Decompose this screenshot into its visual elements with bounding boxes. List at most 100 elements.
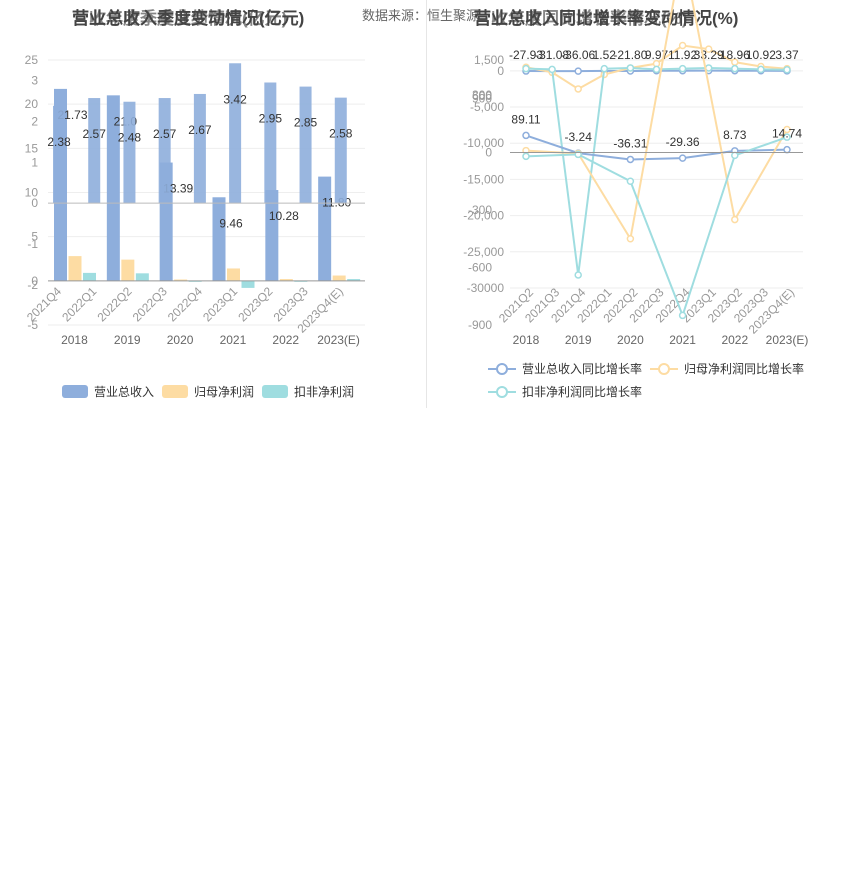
point-annual <box>731 151 739 160</box>
bar-quarter-revenue <box>299 86 312 204</box>
x-tick-label: 2018 <box>61 333 88 347</box>
legend-item-nonrecurring[interactable]: 扣非净利润 <box>262 383 354 400</box>
legend-swatch-nonrecurring-growth <box>488 385 516 399</box>
bar-revenue <box>265 190 279 281</box>
legend-item-revenue-growth[interactable]: 营业总收入同比增长率 <box>488 360 642 377</box>
growth-rate-chart-panel: 营业总收入同比增长率变动情况(%) 营收年度同比增长率情况(%) 1,500 0-… <box>428 0 850 410</box>
bar-revenue <box>212 197 226 281</box>
bar-nonrecurring <box>241 280 255 288</box>
legend-label-nonrecurring-growth: 扣非净利润同比增长率 <box>522 385 643 399</box>
line-annual-profit <box>525 0 788 242</box>
point-quarter <box>678 41 687 50</box>
data-label-quarter: 2.67 <box>188 123 212 137</box>
point-annual <box>783 125 791 134</box>
legend-label-profit: 归母净利润 <box>194 385 255 399</box>
bar-profit <box>227 268 240 281</box>
y-tick-label-quarter: 0 <box>31 196 38 210</box>
chart-title-right: 营收年度同比增长率情况(%) <box>474 9 688 28</box>
panel-divider <box>426 0 427 408</box>
bar-quarter-revenue <box>264 82 277 204</box>
point-annual <box>522 152 530 161</box>
data-source-label: 数据来源： <box>362 8 428 23</box>
x-tick-label: 2023(E) <box>317 333 360 347</box>
data-label-quarter: -31.08 <box>535 48 569 62</box>
y-tick-label-quarter: -1 <box>27 237 38 251</box>
point-quarter <box>678 64 687 73</box>
data-label-quarter: 3.42 <box>223 92 247 106</box>
point-quarter <box>652 65 661 74</box>
y-tick-label: 600 <box>472 89 492 103</box>
bar-profit <box>332 275 346 281</box>
point-annual <box>522 131 530 140</box>
bar-quarter-revenue <box>193 93 206 204</box>
legend-item-revenue[interactable]: 营业总收入 <box>62 383 154 400</box>
x-tick-label-quarter: 2023Q1 <box>200 284 240 324</box>
x-tick-label: 2018 <box>513 333 540 347</box>
y-tick-label: 300 <box>472 88 492 102</box>
legend-item-profit-growth[interactable]: 归母净利润同比增长率 <box>650 360 804 377</box>
bar-quarter-revenue <box>334 97 347 204</box>
point-quarter <box>548 65 556 74</box>
y-tick-label: 20 <box>25 97 39 111</box>
legend-label-profit-growth: 归母净利润同比增长率 <box>684 362 805 376</box>
legend-label-nonrecurring: 扣非净利润 <box>294 385 355 399</box>
point-quarter <box>600 64 609 73</box>
data-label-quarter: 2.85 <box>294 116 318 130</box>
x-tick-label: 2019 <box>114 333 141 347</box>
point-quarter <box>574 85 582 93</box>
point-annual <box>731 215 739 224</box>
legend-item-profit[interactable]: 归母净利润 <box>162 383 254 400</box>
x-tick-label: 2020 <box>167 333 194 347</box>
x-tick-label-quarter: 2022Q3 <box>130 284 170 324</box>
data-label-quarter: 2.48 <box>118 131 142 145</box>
data-label-quarter: 2.57 <box>153 127 177 141</box>
chart-title-overlay: 营业总收入季度变动情况(亿元) <box>72 9 305 28</box>
x-tick-label-quarter: 2022Q2 <box>94 284 134 324</box>
data-label-annual: 9.46 <box>219 216 243 230</box>
y-tick-label-quarter: 1 <box>31 155 38 169</box>
x-tick-label-quarter: 2022Q1 <box>59 284 99 324</box>
x-tick-label: 2022 <box>272 333 299 347</box>
point-quarter <box>731 64 739 73</box>
data-label-quarter: 2.38 <box>47 135 71 149</box>
point-quarter <box>574 67 582 75</box>
point-annual <box>678 311 687 320</box>
y-tick-label: -5 <box>27 318 38 332</box>
y-tick-label-quarter: 0 <box>497 64 504 78</box>
bar-profit <box>68 256 82 281</box>
data-label-quarter: 1.52 <box>593 48 617 62</box>
line-annual-revenue <box>525 134 788 161</box>
chart-title-overlay-right: 营业总收入同比增长率变动情况(%) <box>474 9 739 28</box>
data-label-annual: -36.31 <box>613 136 647 150</box>
bar-quarter-revenue <box>229 63 242 204</box>
bar-quarter-revenue <box>53 105 65 204</box>
legend-item-nonrecurring-growth[interactable]: 扣非净利润同比增长率 <box>488 383 642 400</box>
data-label-quarter: 18.96 <box>720 48 750 62</box>
y-tick-label-quarter: -2 <box>27 278 38 292</box>
bar-revenue <box>318 176 332 281</box>
y-tick-label: 900 <box>472 92 492 106</box>
data-label-quarter: 10.92 <box>746 48 776 62</box>
growth-rate-line-chart: 1,5000-5,000-10,000-15,000-20,000-25,000… <box>463 0 808 347</box>
point-annual <box>678 154 687 162</box>
x-tick-label: 2020 <box>617 333 644 347</box>
data-label-quarter: -27.93 <box>509 48 543 62</box>
bar-profit <box>174 279 188 281</box>
legend-swatch-revenue-growth <box>488 362 516 376</box>
data-label-quarter: 2.95 <box>259 112 283 126</box>
y-tick-label-quarter: 1,500 <box>474 53 504 67</box>
y-tick-label-quarter: -30000 <box>467 281 505 295</box>
y-tick-label-quarter: -15,000 <box>463 172 504 186</box>
y-tick-label-quarter: 2 <box>31 114 38 128</box>
x-tick-label: 2022 <box>721 333 748 347</box>
point-annual <box>783 145 791 154</box>
data-label-annual: 89.11 <box>511 112 540 126</box>
y-tick-label: 25 <box>25 53 39 67</box>
point-quarter <box>783 66 791 74</box>
bar-nonrecurring <box>347 279 361 281</box>
y-tick-label-quarter: -5,000 <box>470 100 504 114</box>
data-label-annual: 10.28 <box>269 209 299 223</box>
point-quarter <box>522 64 530 73</box>
y-tick-label: 10 <box>25 186 39 200</box>
